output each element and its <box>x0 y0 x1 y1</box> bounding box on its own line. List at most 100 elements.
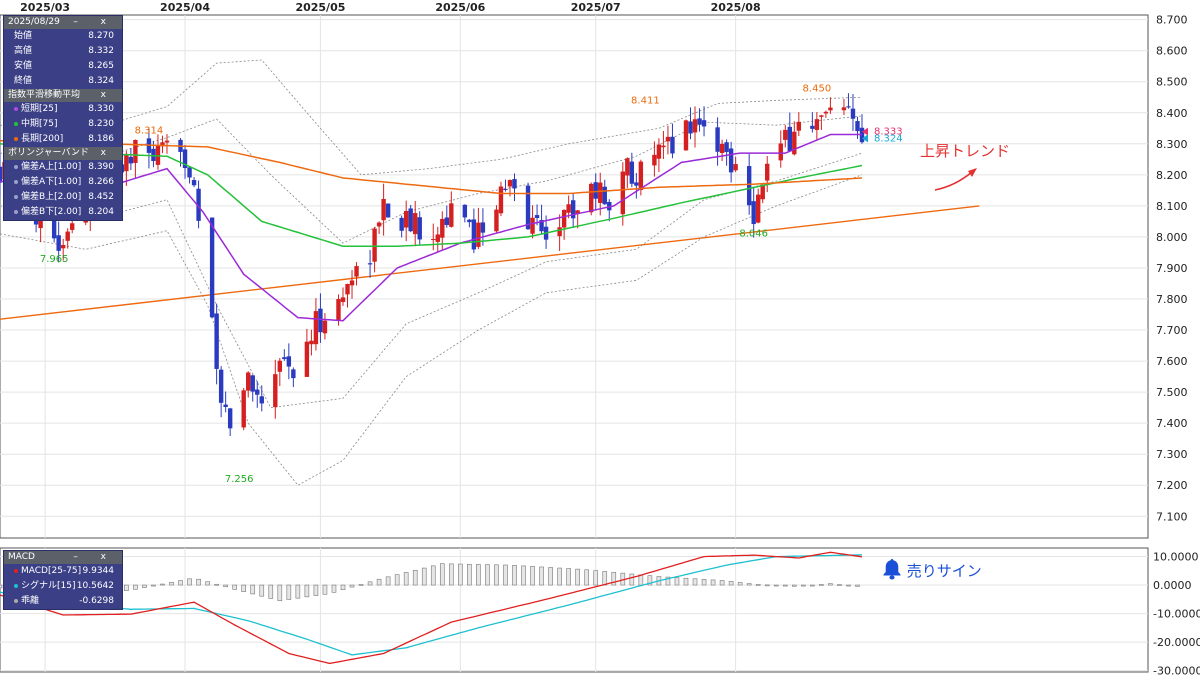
macd-histogram-bar <box>611 572 617 586</box>
candle-up <box>309 340 314 345</box>
macd-histogram-bar <box>340 584 346 590</box>
candle-down <box>128 156 134 164</box>
price-extreme-label: 8.046 <box>739 229 768 240</box>
price-y-tick-label: 8.700 <box>1156 14 1188 27</box>
macd-histogram-bar <box>169 582 174 586</box>
macd-histogram-bar <box>701 579 707 586</box>
x-tick-label: 2025/07 <box>571 1 621 14</box>
ema-short-swatch <box>14 106 18 111</box>
panel-controls[interactable]: – x <box>73 17 116 27</box>
macd-histogram-bar <box>178 580 183 586</box>
macd-histogram-bar <box>710 579 716 586</box>
candle-down <box>408 208 413 232</box>
candle-down <box>367 263 373 265</box>
candle-up <box>313 311 319 345</box>
price-y-tick-label: 7.400 <box>1156 417 1188 430</box>
macd-legend-panel[interactable]: MACD – x MACD[25-75] 9.9344 シグナル[15] 10.56… <box>3 550 123 610</box>
macd-histogram-bar <box>629 573 635 586</box>
candle-up <box>124 153 129 172</box>
candle-down <box>593 182 598 199</box>
candle-down <box>223 404 228 407</box>
macd-histogram-bar <box>458 563 463 586</box>
candle-up <box>841 107 847 111</box>
candle-down <box>467 219 472 223</box>
macd-y-tick-label: 0.0000 <box>1153 579 1192 592</box>
bollinger-band-line <box>0 174 863 486</box>
candle-up <box>823 111 829 114</box>
candle-up <box>561 209 567 228</box>
legend-row-divergence: 乖離 -0.6298 <box>4 594 122 609</box>
macd-histogram-bar <box>782 584 788 587</box>
uptrend-line <box>0 205 980 320</box>
panel-controls[interactable]: – x <box>73 148 116 158</box>
bollinger-band-line <box>0 59 863 176</box>
candle-down <box>724 142 729 152</box>
macd-histogram-bar <box>494 564 499 586</box>
candle-down <box>291 369 296 379</box>
candle-down <box>512 179 517 189</box>
panel-controls[interactable]: – x <box>73 552 116 562</box>
bb-swatch <box>14 209 18 214</box>
candle-up <box>476 222 481 247</box>
ohlc-legend-header: 2025/08/29 – x <box>4 16 122 29</box>
macd-histogram-bar <box>539 566 544 586</box>
candle-up <box>814 119 820 130</box>
bollinger-band-line <box>0 115 863 244</box>
macd-histogram-bar <box>476 564 481 586</box>
macd-histogram-bar <box>557 567 562 586</box>
candle-up <box>652 154 657 166</box>
macd-histogram-bar <box>764 584 770 587</box>
candle-up <box>164 140 170 143</box>
legend-row-macd: MACD[25-75] 9.9344 <box>4 564 122 579</box>
macd-histogram-bar <box>530 566 535 586</box>
x-tick-label: 2025/03 <box>20 1 70 14</box>
panel-controls[interactable]: – x <box>73 90 116 100</box>
macd-histogram-bar <box>295 584 301 599</box>
legend-row-high: 高値 8.332 <box>14 46 114 56</box>
candle-up <box>692 119 698 133</box>
price-y-tick-label: 8.200 <box>1156 169 1188 182</box>
candle-up <box>449 203 454 227</box>
macd-histogram-bar <box>773 584 779 587</box>
candle-up <box>498 186 504 214</box>
candle-down <box>697 118 702 125</box>
candle-up <box>413 213 418 235</box>
macd-histogram-bar <box>692 578 698 586</box>
candle-up <box>349 280 355 286</box>
candle-down <box>417 217 422 240</box>
candle-up <box>733 164 738 171</box>
macd-histogram-bar <box>449 563 454 586</box>
sell-sign-annotation: 売りサイン <box>882 558 982 581</box>
macd-histogram-bar <box>810 584 815 587</box>
last-price-marker <box>862 134 868 143</box>
price-extreme-label: 7.256 <box>225 474 254 485</box>
candle-down <box>191 180 197 186</box>
macd-histogram-bar <box>358 584 364 586</box>
candle-up <box>273 374 278 408</box>
last-price-label: 8.324 <box>874 133 903 144</box>
candle-up <box>778 143 783 161</box>
candle-up <box>783 129 788 140</box>
bb-legend-title: ボリンジャーバンド <box>8 148 89 158</box>
macd-histogram-bar <box>638 574 644 586</box>
macd-histogram-bar <box>755 584 761 586</box>
candle-up <box>661 145 666 148</box>
ohlc-legend-panel[interactable]: 2025/08/29 – x 始値 8.270 高値 8.332 安値 8.265 終… <box>3 15 123 221</box>
candle-down <box>525 185 531 230</box>
bollinger-band-line <box>0 152 863 409</box>
price-extreme-label: 8.411 <box>631 95 660 106</box>
legend-row-low: 安値 8.265 <box>14 61 114 71</box>
legend-row-open: 始値 8.270 <box>14 31 114 41</box>
candle-down <box>810 125 815 129</box>
candle-up <box>431 239 436 241</box>
bb-legend-header: ボリンジャーバンド – x <box>4 147 122 160</box>
macd-histogram-bar <box>250 584 256 595</box>
candle-up <box>322 320 328 334</box>
candle-down <box>534 215 540 218</box>
macd-histogram-bar <box>214 583 219 586</box>
legend-row-bb-b-up: 偏差B上[2.00] 8.452 <box>4 190 122 205</box>
candle-down <box>255 389 260 395</box>
macd-histogram-bar <box>584 569 590 586</box>
sell-sign-annotation-text: 売りサイン <box>906 562 982 580</box>
